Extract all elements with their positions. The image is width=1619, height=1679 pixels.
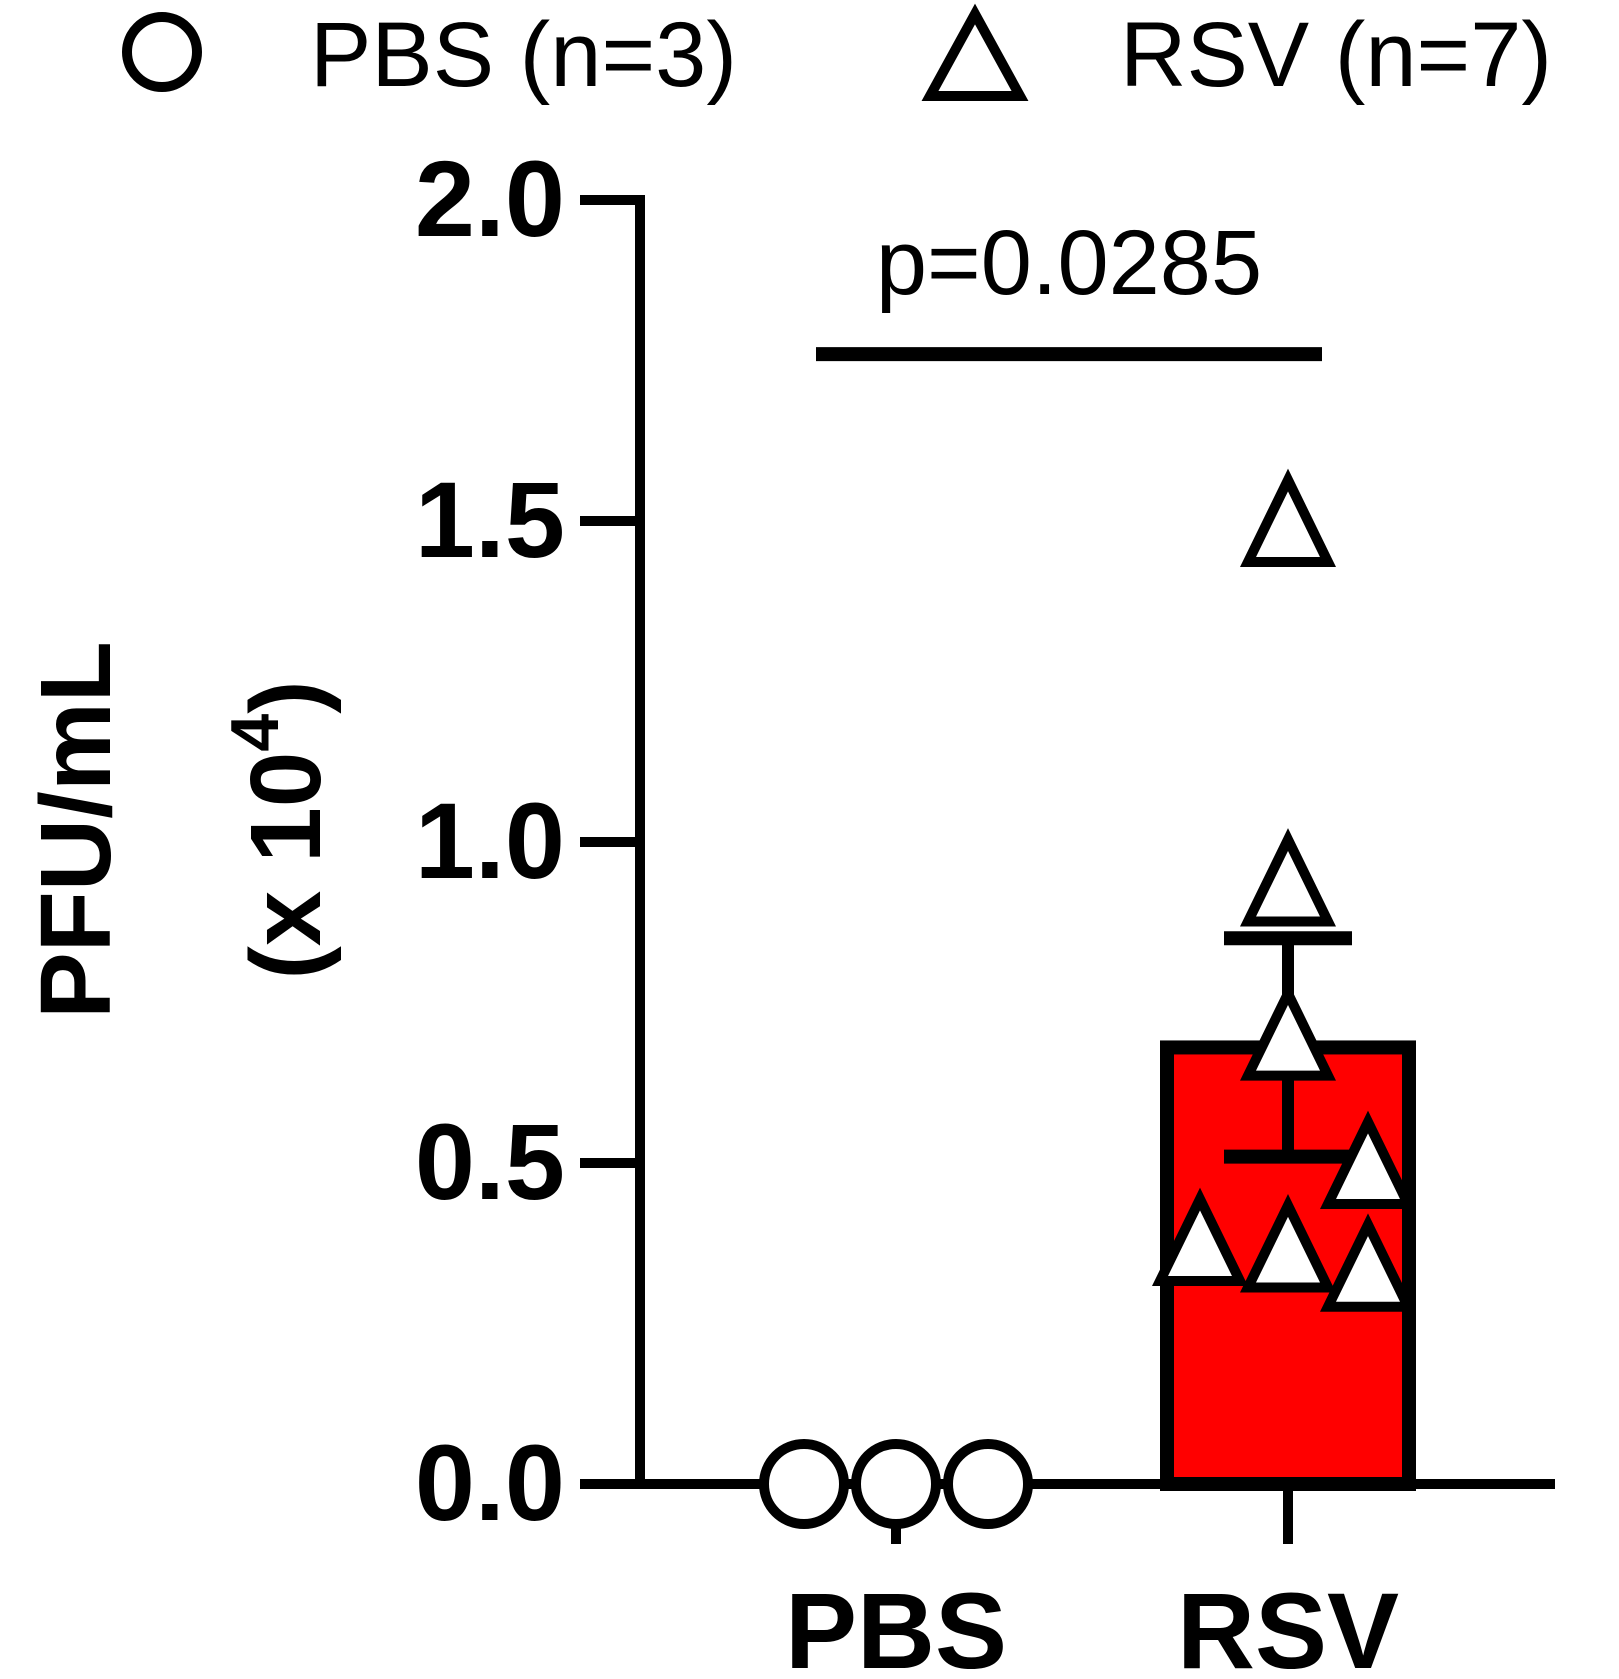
point-rsv-6 — [1319, 1213, 1417, 1312]
x-tick-labels: PBS RSV — [785, 1570, 1399, 1679]
y-tick-label-3: 1.5 — [415, 459, 565, 580]
legend: PBS (n=3) RSV (n=7) — [122, 3, 1552, 106]
x-tick-label-rsv: RSV — [1177, 1570, 1399, 1679]
y-tick-label-4: 2.0 — [415, 138, 565, 259]
legend-marker-rsv — [921, 3, 1029, 101]
legend-marker-pbs — [122, 12, 202, 92]
axes: 0.0 0.5 1.0 1.5 2.0 — [415, 138, 1555, 1544]
point-rsv-5 — [1239, 1194, 1337, 1293]
y-axis-title: PFU/mL — [20, 641, 132, 1019]
point-pbs-2 — [943, 1439, 1033, 1529]
y-axis-factor-suffix: ) — [230, 680, 342, 713]
y-tick-label-0: 0.0 — [415, 1422, 565, 1543]
data-points — [759, 468, 1417, 1529]
significance-annotation: p=0.0285 — [816, 212, 1322, 362]
point-rsv-1 — [1239, 828, 1337, 927]
point-pbs-0 — [759, 1439, 849, 1529]
y-tick-label-1: 0.5 — [415, 1101, 565, 1222]
point-rsv-0 — [1239, 468, 1337, 567]
point-rsv-2 — [1239, 982, 1337, 1081]
y-axis-factor: (x 104) — [217, 680, 342, 979]
y-axis-factor-prefix: (x 10 — [230, 752, 342, 980]
x-tick-label-pbs: PBS — [785, 1570, 1007, 1679]
y-tick-label-2: 1.0 — [415, 780, 565, 901]
legend-label-pbs: PBS (n=3) — [310, 4, 737, 106]
p-value-label-0: p=0.0285 — [876, 212, 1262, 314]
y-axis-factor-exponent: 4 — [217, 714, 293, 752]
point-pbs-1 — [851, 1439, 941, 1529]
y-axis-label: PFU/mL (x 104) — [20, 641, 342, 1019]
legend-label-rsv: RSV (n=7) — [1120, 4, 1552, 106]
point-rsv-4 — [1151, 1187, 1249, 1287]
point-rsv-3 — [1319, 1110, 1417, 1209]
